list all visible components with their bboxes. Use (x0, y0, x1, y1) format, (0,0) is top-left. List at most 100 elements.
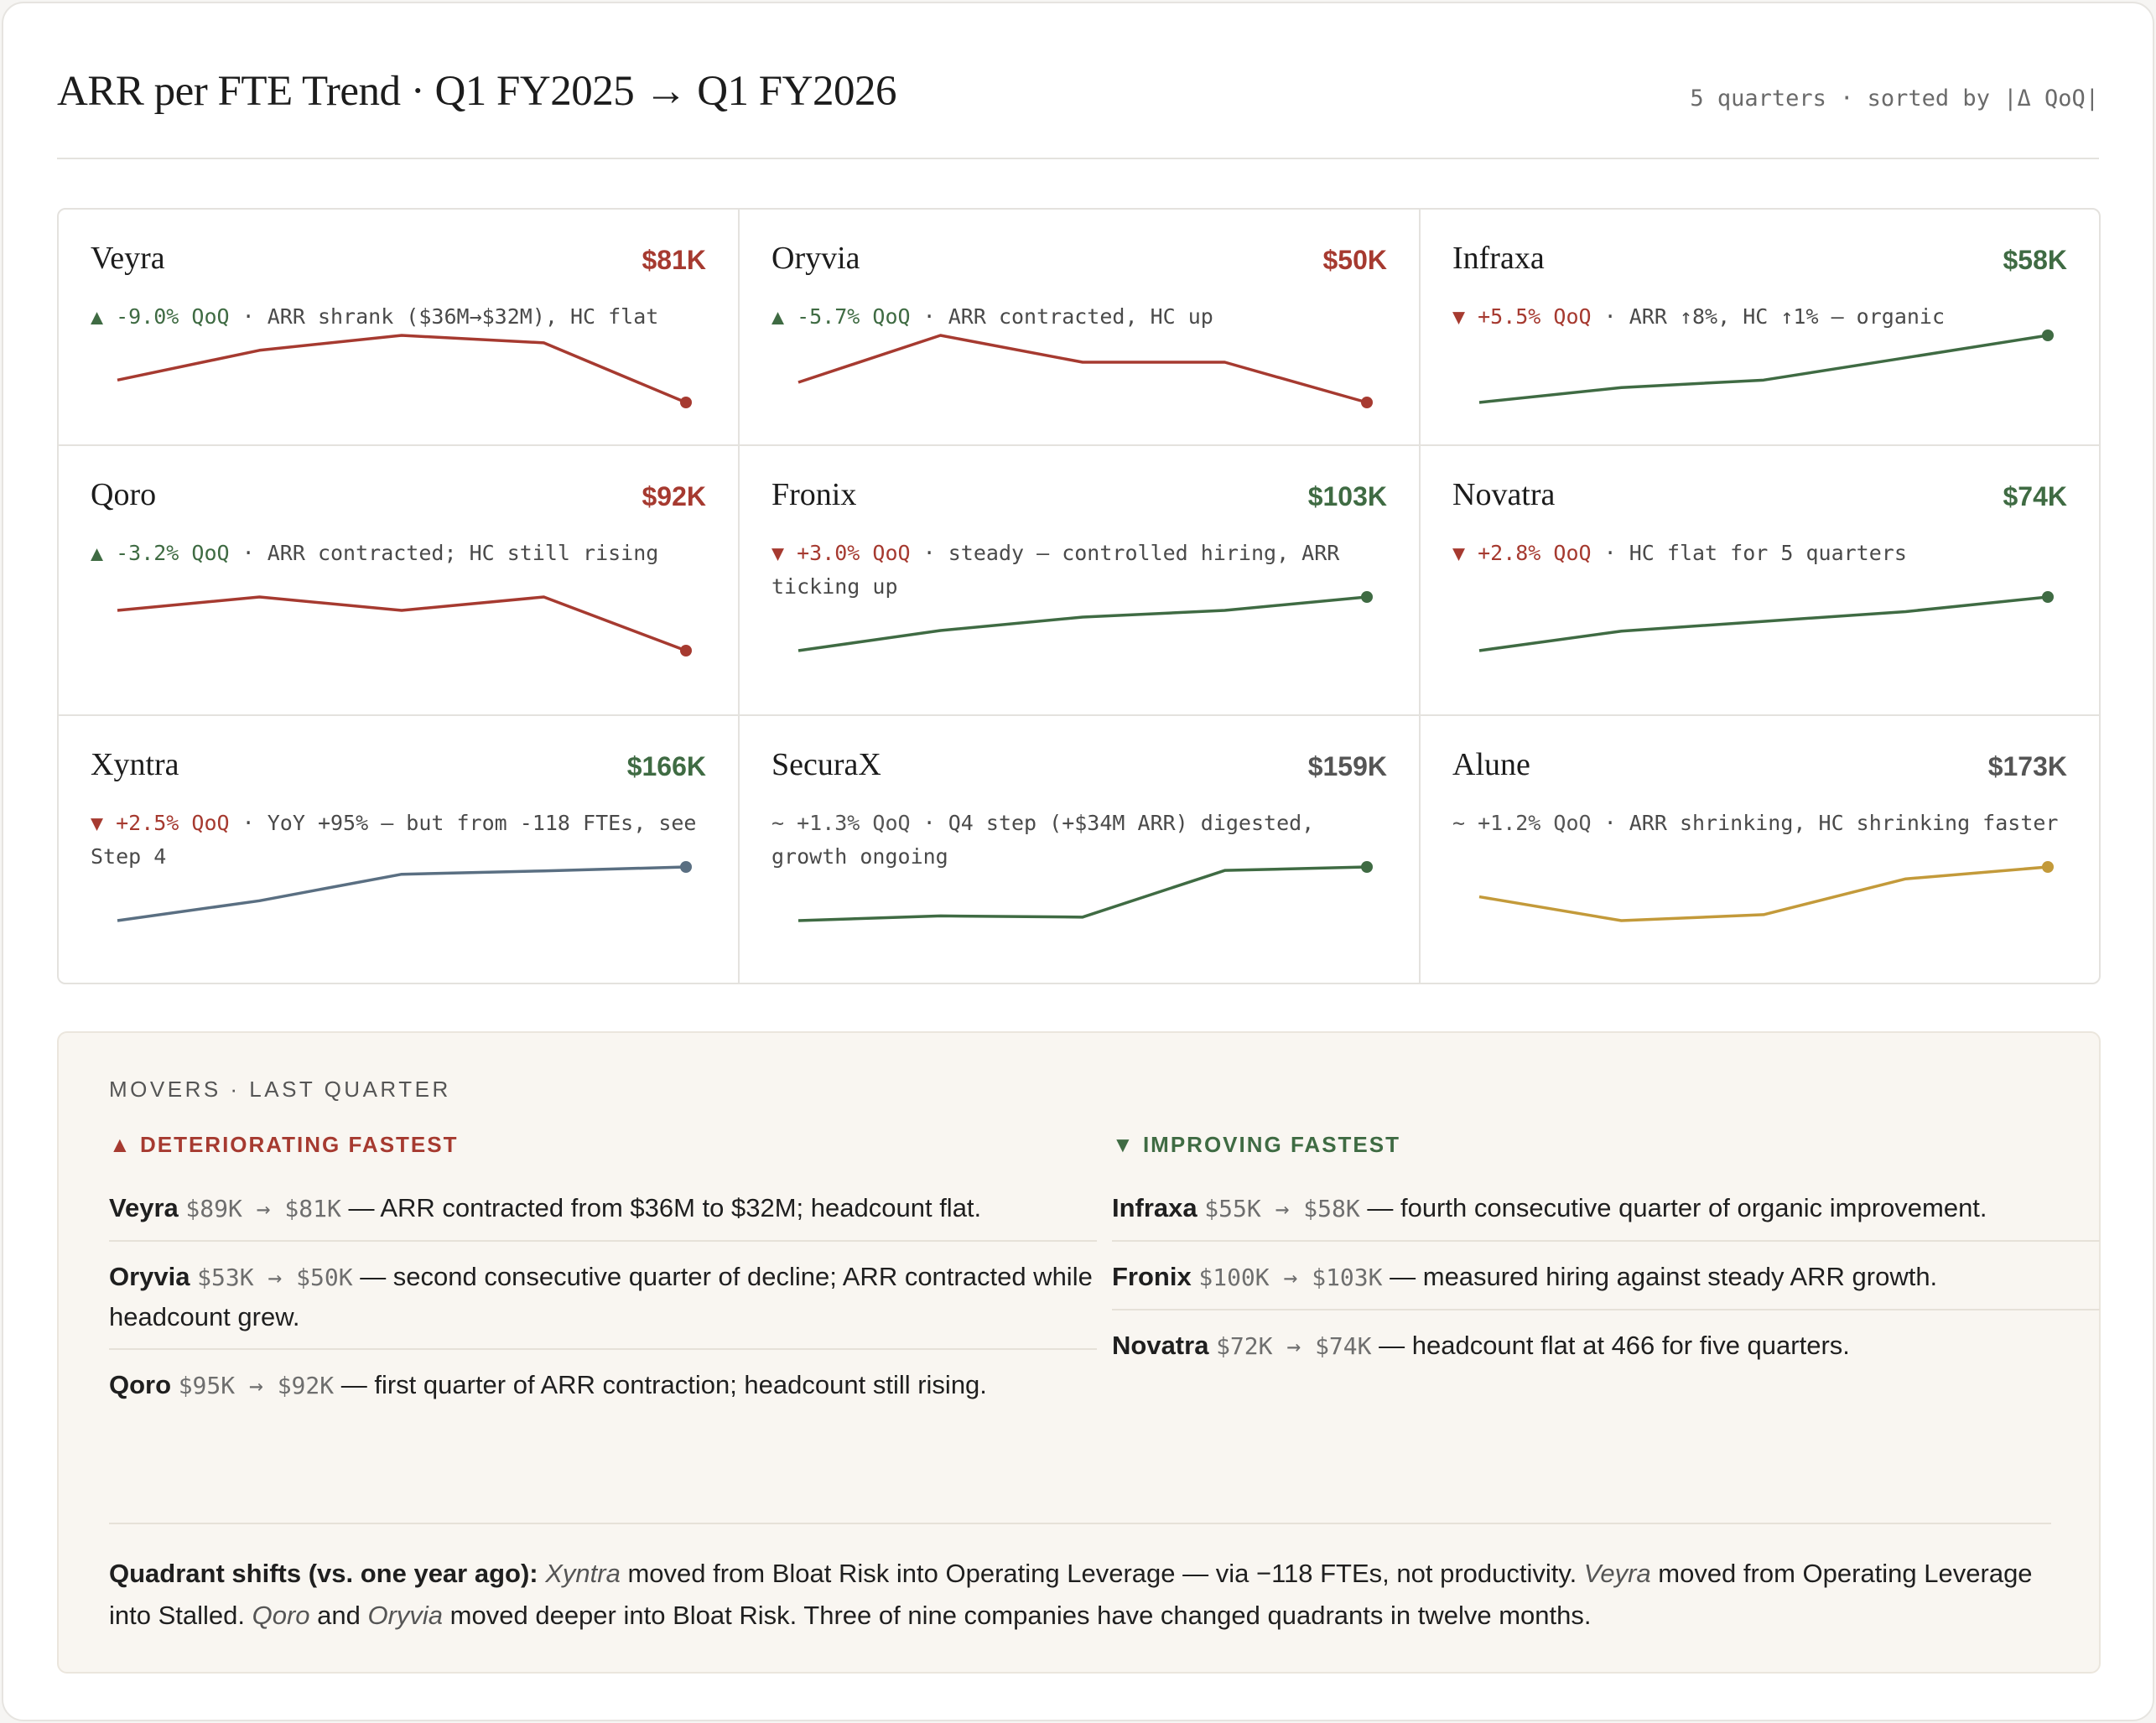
qoq-delta-line: ▼ +3.0% QoQ · steady — controlled hiring… (771, 537, 1392, 604)
latest-point (1361, 397, 1373, 408)
header: ARR per FTE Trend · Q1 FY2025 → Q1 FY202… (57, 54, 2099, 159)
qoq-delta: ▼ +2.5% QoQ (91, 811, 230, 835)
mover-range: $95K → $92K (178, 1372, 335, 1399)
summary-text-3: and (309, 1601, 368, 1630)
company-name: Novatra (1452, 477, 1556, 512)
movers-title: MOVERS · LAST QUARTER (109, 1077, 451, 1102)
company-name: Infraxa (1452, 241, 1545, 276)
qoq-delta-line: ~ +1.2% QoQ · ARR shrinking, HC shrinkin… (1452, 807, 2073, 840)
arr-per-fte-value: $50K (1322, 245, 1388, 275)
company-name: Oryvia (771, 241, 860, 276)
company-name: Alune (1452, 747, 1530, 782)
qoq-note: · ARR shrank ($36M→$32M), HC flat (242, 304, 659, 329)
sparkline-card: SecuraX $159K ~ +1.3% QoQ · Q4 step (+$34M… (740, 716, 1421, 983)
mover-item: Veyra $89K → $81K — ARR contracted from … (109, 1188, 1097, 1242)
company-name: Qoro (91, 477, 157, 512)
arr-per-fte-value: $173K (1987, 751, 2067, 781)
qoq-note: · ARR shrinking, HC shrinking faster (1603, 811, 2059, 835)
improving-list: Infraxa $55K → $58K — fourth consecutive… (1112, 1188, 2100, 1378)
improving-column: ▼ IMPROVING FASTEST Infraxa $55K → $58K … (1112, 1132, 2100, 1393)
sparkline-card: Infraxa $58K ▼ +5.5% QoQ · ARR ↑8%, HC ↑1%… (1421, 210, 2099, 446)
deteriorating-heading: ▲ DETERIORATING FASTEST (109, 1132, 459, 1157)
summary-text-1: moved from Bloat Risk into Operating Lev… (620, 1559, 1584, 1588)
arr-per-fte-value: $103K (1307, 481, 1387, 511)
company-name: SecuraX (771, 747, 881, 782)
mover-item: Fronix $100K → $103K — measured hiring a… (1112, 1257, 2100, 1310)
sparkline-chart (1478, 330, 2054, 404)
company-name: Xyntra (91, 747, 179, 782)
sparkline-chart (117, 595, 692, 657)
summary-veyra: Veyra (1583, 1559, 1651, 1588)
latest-point (1361, 861, 1373, 873)
mover-item: Qoro $95K → $92K — first quarter of ARR … (109, 1365, 1097, 1417)
qoq-delta-line: ▼ +2.8% QoQ · HC flat for 5 quarters (1452, 537, 2073, 570)
qoq-delta: ▲ -5.7% QoQ (771, 304, 911, 329)
mover-item: Novatra $72K → $74K — headcount flat at … (1112, 1326, 2100, 1378)
series-line (117, 334, 687, 404)
qoq-delta: ▲ -9.0% QoQ (91, 304, 230, 329)
mover-range: $89K → $81K (185, 1195, 341, 1222)
mover-item: Oryvia $53K → $50K — second consecutive … (109, 1257, 1097, 1350)
latest-point (2042, 591, 2054, 603)
latest-point (680, 861, 692, 873)
summary-text-4: moved deeper into Bloat Risk. Three of n… (443, 1601, 1592, 1630)
mover-company: Fronix (1112, 1262, 1192, 1291)
deteriorating-list: Veyra $89K → $81K — ARR contracted from … (109, 1188, 1097, 1417)
mover-range: $72K → $74K (1216, 1332, 1372, 1360)
summary-lead: Quadrant shifts (vs. one year ago): (109, 1559, 538, 1588)
mover-text: — second consecutive quarter of decline;… (109, 1262, 1093, 1331)
series-line (797, 334, 1368, 404)
sparkline-grid: Veyra $81K ▲ -9.0% QoQ · ARR shrank ($36M→… (57, 208, 2101, 984)
quadrant-summary: Quadrant shifts (vs. one year ago): Xynt… (109, 1523, 2051, 1637)
company-name: Veyra (91, 241, 165, 276)
latest-point (2042, 330, 2054, 341)
sparkline-chart (797, 334, 1373, 408)
sparkline-card: Oryvia $50K ▲ -5.7% QoQ · ARR contracted, … (740, 210, 1421, 446)
mover-item: Infraxa $55K → $58K — fourth consecutive… (1112, 1188, 2100, 1242)
qoq-note: · ARR contracted; HC still rising (242, 541, 659, 565)
mover-range: $53K → $50K (197, 1264, 353, 1291)
qoq-note: · ARR ↑8%, HC ↑1% — organic (1603, 304, 1946, 329)
summary-xyntra: Xyntra (545, 1559, 621, 1588)
summary-qoro: Qoro (252, 1601, 310, 1630)
series-line (797, 865, 1368, 922)
mover-text: — measured hiring against steady ARR gro… (1382, 1262, 1938, 1291)
sparkline-card: Xyntra $166K ▼ +2.5% QoQ · YoY +95% — but … (59, 716, 740, 983)
series-line (117, 595, 687, 652)
page-title: ARR per FTE Trend · Q1 FY2025 → Q1 FY202… (57, 68, 897, 115)
qoq-note: · YoY +95% — but from -118 FTEs, see Ste… (91, 811, 697, 869)
series-line (117, 865, 687, 922)
mover-company: Veyra (109, 1193, 179, 1222)
qoq-delta: ~ +1.3% QoQ (771, 811, 911, 835)
qoq-delta-line: ▲ -9.0% QoQ · ARR shrank ($36M→$32M), HC… (91, 300, 711, 334)
qoq-delta-line: ▲ -3.2% QoQ · ARR contracted; HC still r… (91, 537, 711, 570)
sparkline-chart (797, 861, 1373, 922)
mover-text: — ARR contracted from $36M to $32M; head… (340, 1193, 982, 1222)
summary-oryvia: Oryvia (367, 1601, 444, 1630)
mover-range: $100K → $103K (1198, 1264, 1383, 1291)
latest-point (680, 397, 692, 408)
mover-company: Novatra (1112, 1331, 1209, 1360)
mover-range: $55K → $58K (1204, 1195, 1360, 1222)
sparkline-card: Fronix $103K ▼ +3.0% QoQ · steady — contro… (740, 446, 1421, 716)
arr-per-fte-value: $92K (642, 481, 707, 511)
sparkline-chart (1478, 591, 2054, 652)
mover-company: Infraxa (1112, 1193, 1197, 1222)
mover-text: — headcount flat at 466 for five quarter… (1371, 1331, 1850, 1360)
arr-per-fte-value: $58K (2003, 245, 2068, 275)
qoq-note: · Q4 step (+$34M ARR) digested, growth o… (771, 811, 1315, 869)
movers-panel: MOVERS · LAST QUARTER ▲ DETERIORATING FA… (57, 1031, 2101, 1674)
arr-per-fte-value: $74K (2003, 481, 2068, 511)
sparkline-chart (117, 334, 692, 408)
arr-per-fte-value: $81K (642, 245, 707, 275)
sort-meta: 5 quarters · sorted by |Δ QoQ| (1690, 86, 2099, 112)
improving-heading: ▼ IMPROVING FASTEST (1112, 1132, 1400, 1157)
sparkline-card: Qoro $92K ▲ -3.2% QoQ · ARR contracted; HC… (59, 446, 740, 716)
deteriorating-column: ▲ DETERIORATING FASTEST Veyra $89K → $81… (109, 1132, 1097, 1432)
qoq-note: · ARR contracted, HC up (922, 304, 1213, 329)
qoq-delta-line: ▼ +2.5% QoQ · YoY +95% — but from -118 F… (91, 807, 711, 874)
qoq-delta-line: ▲ -5.7% QoQ · ARR contracted, HC up (771, 300, 1392, 334)
sparkline-card: Alune $173K ~ +1.2% QoQ · ARR shrinking, H… (1421, 716, 2099, 983)
arr-per-fte-value: $166K (626, 751, 706, 781)
